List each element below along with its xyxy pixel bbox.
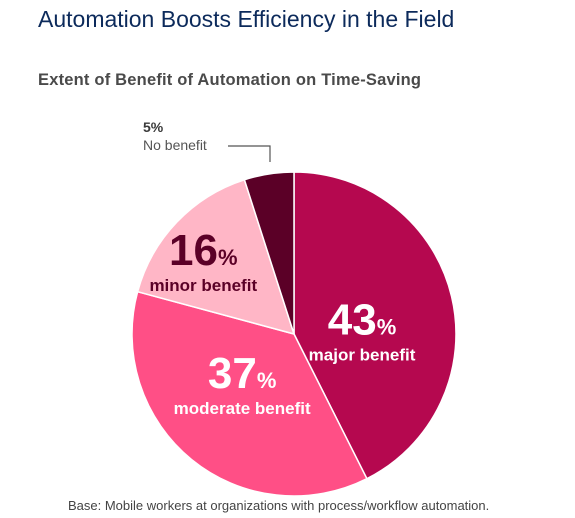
slice-label-moderate-benefit: moderate benefit (174, 399, 311, 418)
callout-line (228, 145, 271, 162)
slice-label-major-benefit: major benefit (309, 345, 416, 364)
slice-value-moderate-benefit: 37% (208, 349, 277, 398)
pie-labels: 43%major benefit 37%moderate benefit 16%mi… (143, 119, 416, 418)
chart-subtitle: Extent of Benefit of Automation on Time-… (38, 71, 422, 89)
pie-slices (131, 171, 457, 497)
slice-label-no-benefit: No benefit (143, 137, 207, 153)
slice-value-no-benefit: 5% (143, 119, 164, 135)
slice-value-minor-benefit: 16% (169, 226, 238, 275)
pie-slice-moderate-benefit (131, 290, 368, 497)
base-footnote: Base: Mobile workers at organizations wi… (68, 498, 490, 513)
pie-slice-no-benefit (243, 171, 295, 335)
slice-value-major-benefit: 43% (328, 295, 397, 344)
slice-label-minor-benefit: minor benefit (149, 276, 257, 295)
pie-slice-major-benefit (293, 171, 457, 480)
pie-slice-minor-benefit (136, 178, 296, 336)
chart-title: Automation Boosts Efficiency in the Fiel… (38, 6, 455, 32)
